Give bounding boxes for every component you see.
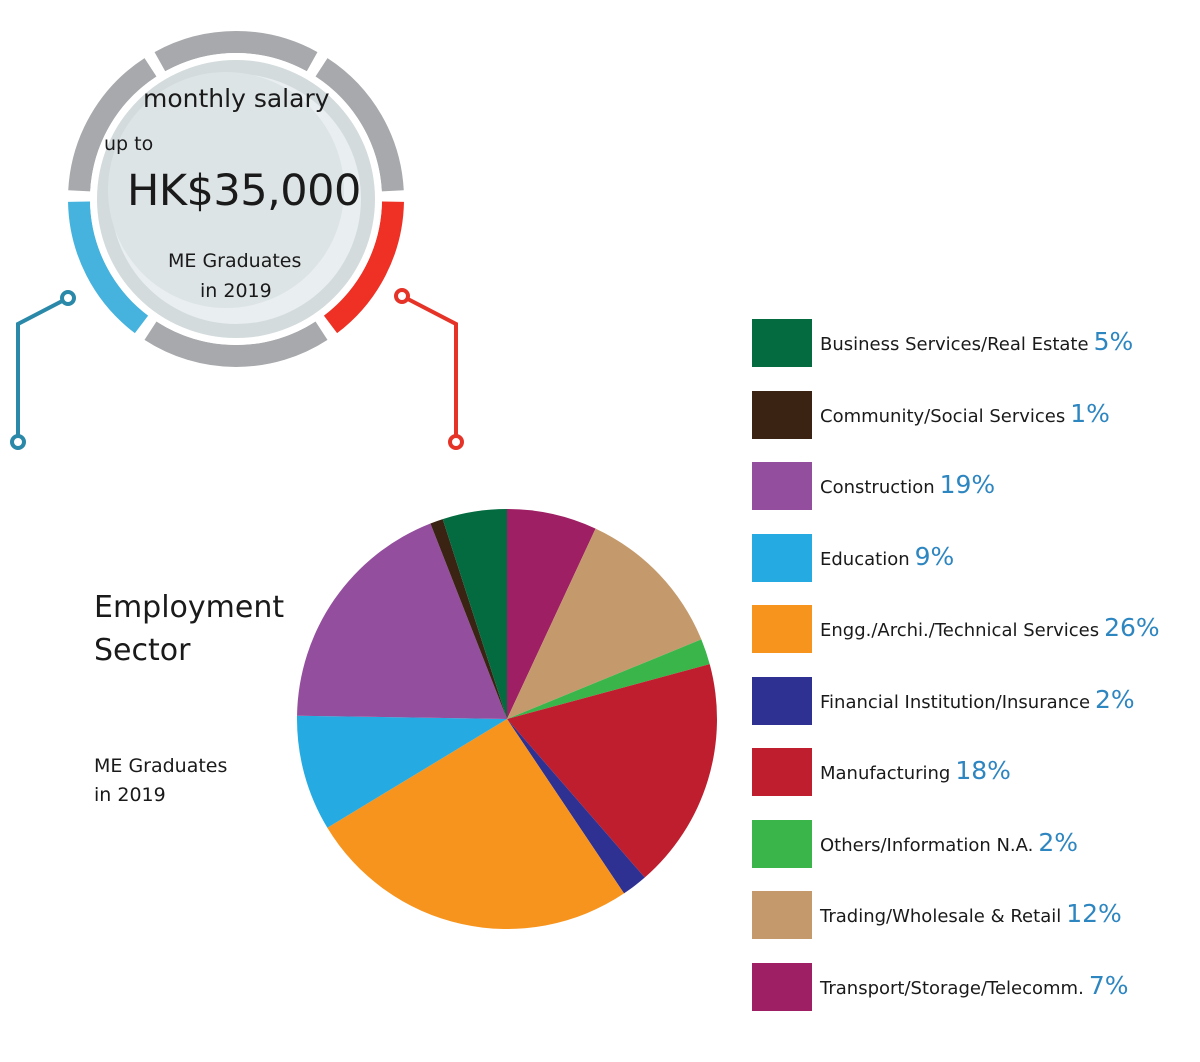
legend-item-others-information-n-a: Others/Information N.A. 2% [752, 819, 1192, 868]
salary-heading: monthly salary [143, 84, 330, 113]
salary-prefix: up to [104, 133, 154, 155]
legend-item-business-services-real-estate: Business Services/Real Estate 5% [752, 319, 1192, 367]
chart-title: Employment Sector [94, 586, 284, 672]
ring-segment-bottom [144, 321, 328, 367]
chart-title-line2: Sector [94, 633, 191, 668]
legend-text: Trading/Wholesale & Retail 12% [820, 899, 1122, 928]
legend-percentage: 2% [1095, 684, 1135, 714]
legend-percentage: 26% [1104, 613, 1160, 642]
legend-label: Construction [820, 477, 935, 498]
legend-swatch [752, 748, 812, 796]
chart-subtitle-line2: in 2019 [94, 784, 166, 806]
legend-item-engg-archi-technical-services: Engg./Archi./Technical Services 26% [752, 605, 1192, 653]
legend-item-manufacturing: Manufacturing 18% [752, 748, 1192, 796]
legend-text: Transport/Storage/Telecomm. 7% [820, 971, 1128, 1000]
legend-percentage: 12% [1066, 899, 1122, 928]
pie-slice-financial-institution-insurance [507, 719, 645, 894]
legend-label: Community/Social Services [820, 405, 1066, 427]
pie-slice-others-information-n-a [507, 639, 710, 719]
salary-ring [68, 31, 404, 367]
ring-segment-red [323, 201, 404, 334]
connector-dot-red-top [394, 288, 410, 304]
pie-slice-engg-archi-technical-services [327, 719, 625, 929]
pie-slice-education [297, 715, 507, 828]
chart-legend: Business Services/Real Estate 5% Community… [752, 319, 1192, 1034]
salary-inner-disc [90, 53, 382, 345]
ring-segment-upper-right [315, 58, 404, 192]
legend-label: Manufacturing [820, 763, 951, 784]
legend-text: Others/Information N.A. 2% [820, 828, 1078, 857]
legend-percentage: 5% [1093, 327, 1134, 356]
legend-swatch [752, 390, 812, 439]
legend-item-construction: Construction 19% [752, 462, 1192, 510]
legend-swatch [752, 605, 812, 653]
legend-item-trading-wholesale-retail: Trading/Wholesale & Retail 12% [752, 891, 1192, 939]
legend-swatch [752, 676, 812, 725]
legend-text: Construction 19% [820, 470, 995, 499]
pie-slice-business-services-real-estate [442, 509, 507, 719]
salary-group-line2: in 2019 [200, 280, 272, 302]
legend-swatch [752, 319, 812, 367]
legend-text: Engg./Archi./Technical Services 26% [820, 613, 1160, 642]
legend-text: Financial Institution/Insurance 2% [820, 685, 1135, 714]
legend-swatch [752, 462, 812, 510]
salary-badge-graphic [10, 31, 464, 450]
connector-line-red [401, 294, 458, 440]
legend-swatch [752, 891, 812, 939]
legend-swatch [752, 819, 812, 868]
legend-swatch [752, 533, 812, 582]
legend-label: Education [820, 548, 910, 570]
connector-dot-red-bottom [448, 434, 464, 450]
pie-chart [297, 509, 717, 929]
legend-label: Transport/Storage/Telecomm. [820, 977, 1084, 999]
legend-percentage: 7% [1088, 970, 1129, 1000]
ring-segment-top [154, 31, 318, 72]
legend-text: Business Services/Real Estate 5% [820, 327, 1133, 356]
pie-slice-trading-wholesale-retail [507, 528, 702, 719]
legend-label: Financial Institution/Insurance [820, 691, 1091, 713]
pie-slice-community-social-services [430, 519, 507, 719]
ring-segment-blue [68, 201, 149, 334]
legend-swatch [752, 962, 812, 1011]
legend-text: Education 9% [820, 542, 954, 571]
pie-slice-construction [297, 523, 507, 719]
pie-slice-manufacturing [507, 664, 717, 878]
chart-subtitle: ME Graduates in 2019 [94, 752, 227, 810]
legend-percentage: 19% [939, 470, 996, 499]
pie-slice-transport-storage-telecomm [507, 509, 596, 719]
legend-percentage: 2% [1038, 827, 1079, 857]
legend-percentage: 1% [1070, 398, 1110, 428]
connector-line-blue [16, 296, 69, 440]
chart-title-line1: Employment [94, 590, 285, 625]
legend-text: Community/Social Services 1% [820, 399, 1110, 428]
legend-percentage: 9% [914, 541, 955, 571]
legend-percentage: 18% [955, 756, 1011, 785]
legend-item-transport-storage-telecomm: Transport/Storage/Telecomm. 7% [752, 962, 1192, 1011]
connector-dot-blue-bottom [10, 434, 26, 450]
connector-dot-blue-top [60, 290, 76, 306]
salary-group-line1: ME Graduates [168, 250, 302, 272]
legend-label: Business Services/Real Estate [820, 334, 1089, 355]
legend-item-community-social-services: Community/Social Services 1% [752, 390, 1192, 439]
salary-amount: HK$35,000 [127, 166, 361, 216]
ring-segment-upper-left [68, 58, 157, 192]
legend-label: Trading/Wholesale & Retail [820, 906, 1062, 927]
legend-label: Others/Information N.A. [820, 834, 1034, 856]
legend-item-financial-institution-insurance: Financial Institution/Insurance 2% [752, 676, 1192, 725]
chart-subtitle-line1: ME Graduates [94, 755, 228, 777]
legend-label: Engg./Archi./Technical Services [820, 620, 1100, 641]
legend-text: Manufacturing 18% [820, 756, 1011, 785]
legend-item-education: Education 9% [752, 533, 1192, 582]
